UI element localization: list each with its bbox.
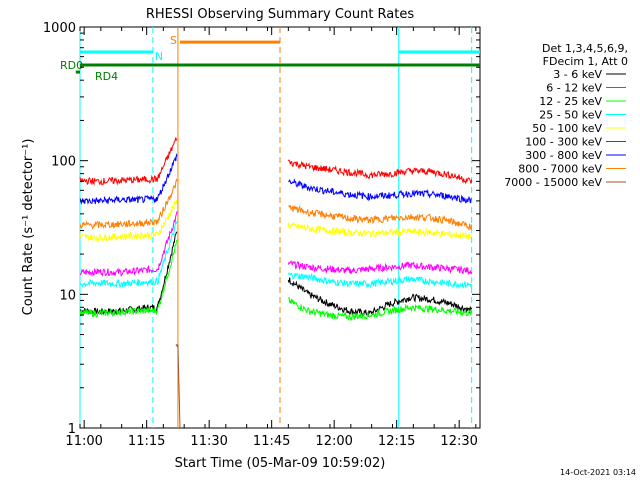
x-tick-label: 11:30 (190, 434, 227, 449)
x-tick-label: 11:45 (253, 434, 290, 449)
legend: Det 1,3,4,5,6,9,FDecim 1, Att 03 - 6 keV… (504, 42, 628, 189)
legend-entry-label: 25 - 50 keV (539, 109, 602, 122)
x-tick-label: 12:30 (440, 434, 477, 449)
series-line (79, 221, 178, 289)
x-tick-label: 12:00 (315, 434, 352, 449)
series-line (287, 277, 473, 318)
legend-entry-label: 100 - 300 keV (525, 136, 602, 149)
x-tick-label: 11:15 (128, 434, 165, 449)
series-line (287, 296, 473, 322)
x-tick-label: 11:00 (65, 434, 102, 449)
legend-entry-label: 3 - 6 keV (553, 68, 602, 81)
y-tick-label: 1000 (43, 21, 76, 36)
legend-entry-label: 800 - 7000 keV (518, 163, 602, 176)
series-line (79, 152, 178, 205)
series-line (175, 344, 181, 429)
legend-entry-label: 7000 - 15000 keV (504, 176, 602, 189)
series-line (287, 272, 473, 289)
status-label-rd0: RD0 (60, 59, 83, 72)
series-line (288, 178, 472, 204)
y-axis-label: Count Rate (s⁻¹ detector⁻¹) (21, 139, 36, 316)
status-label-rd4: RD4 (95, 70, 118, 83)
vertical-markers (79, 27, 473, 428)
y-tick-label: 10 (59, 288, 76, 303)
x-axis-label: Start Time (05-Mar-09 10:59:02) (175, 456, 386, 471)
series-line (79, 178, 178, 230)
legend-header: FDecim 1, Att 0 (543, 55, 628, 68)
series-line (79, 231, 178, 316)
y-tick-label: 1 (68, 422, 76, 437)
series-line (287, 221, 473, 240)
series-line (288, 205, 473, 231)
legend-header: Det 1,3,4,5,6,9, (542, 42, 628, 55)
x-tick-label: 12:15 (378, 434, 415, 449)
legend-entry-label: 50 - 100 keV (532, 122, 602, 135)
series-line (79, 199, 178, 242)
axes: 11:00 11:15 11:30 11:45 12:00 12:15 12:30 1 10 10… (43, 21, 480, 449)
series-lines (79, 137, 473, 429)
legend-entry-label: 12 - 25 keV (539, 95, 602, 108)
status-label-s: S (170, 34, 177, 47)
chart-title: RHESSI Observing Summary Count Rates (146, 7, 415, 22)
footer-timestamp: 14-Oct-2021 03:14 (560, 468, 636, 477)
y-tick-label: 100 (51, 155, 76, 170)
series-line (79, 239, 178, 318)
status-bars: SN RD0 RD4 (60, 34, 480, 83)
legend-entry-label: 300 - 800 keV (525, 149, 602, 162)
series-line (79, 137, 178, 186)
series-line (287, 260, 473, 276)
series-line (79, 211, 178, 277)
legend-entry-label: 6 - 12 keV (546, 82, 602, 95)
series-line (287, 159, 473, 185)
status-label-n: N (155, 50, 163, 63)
